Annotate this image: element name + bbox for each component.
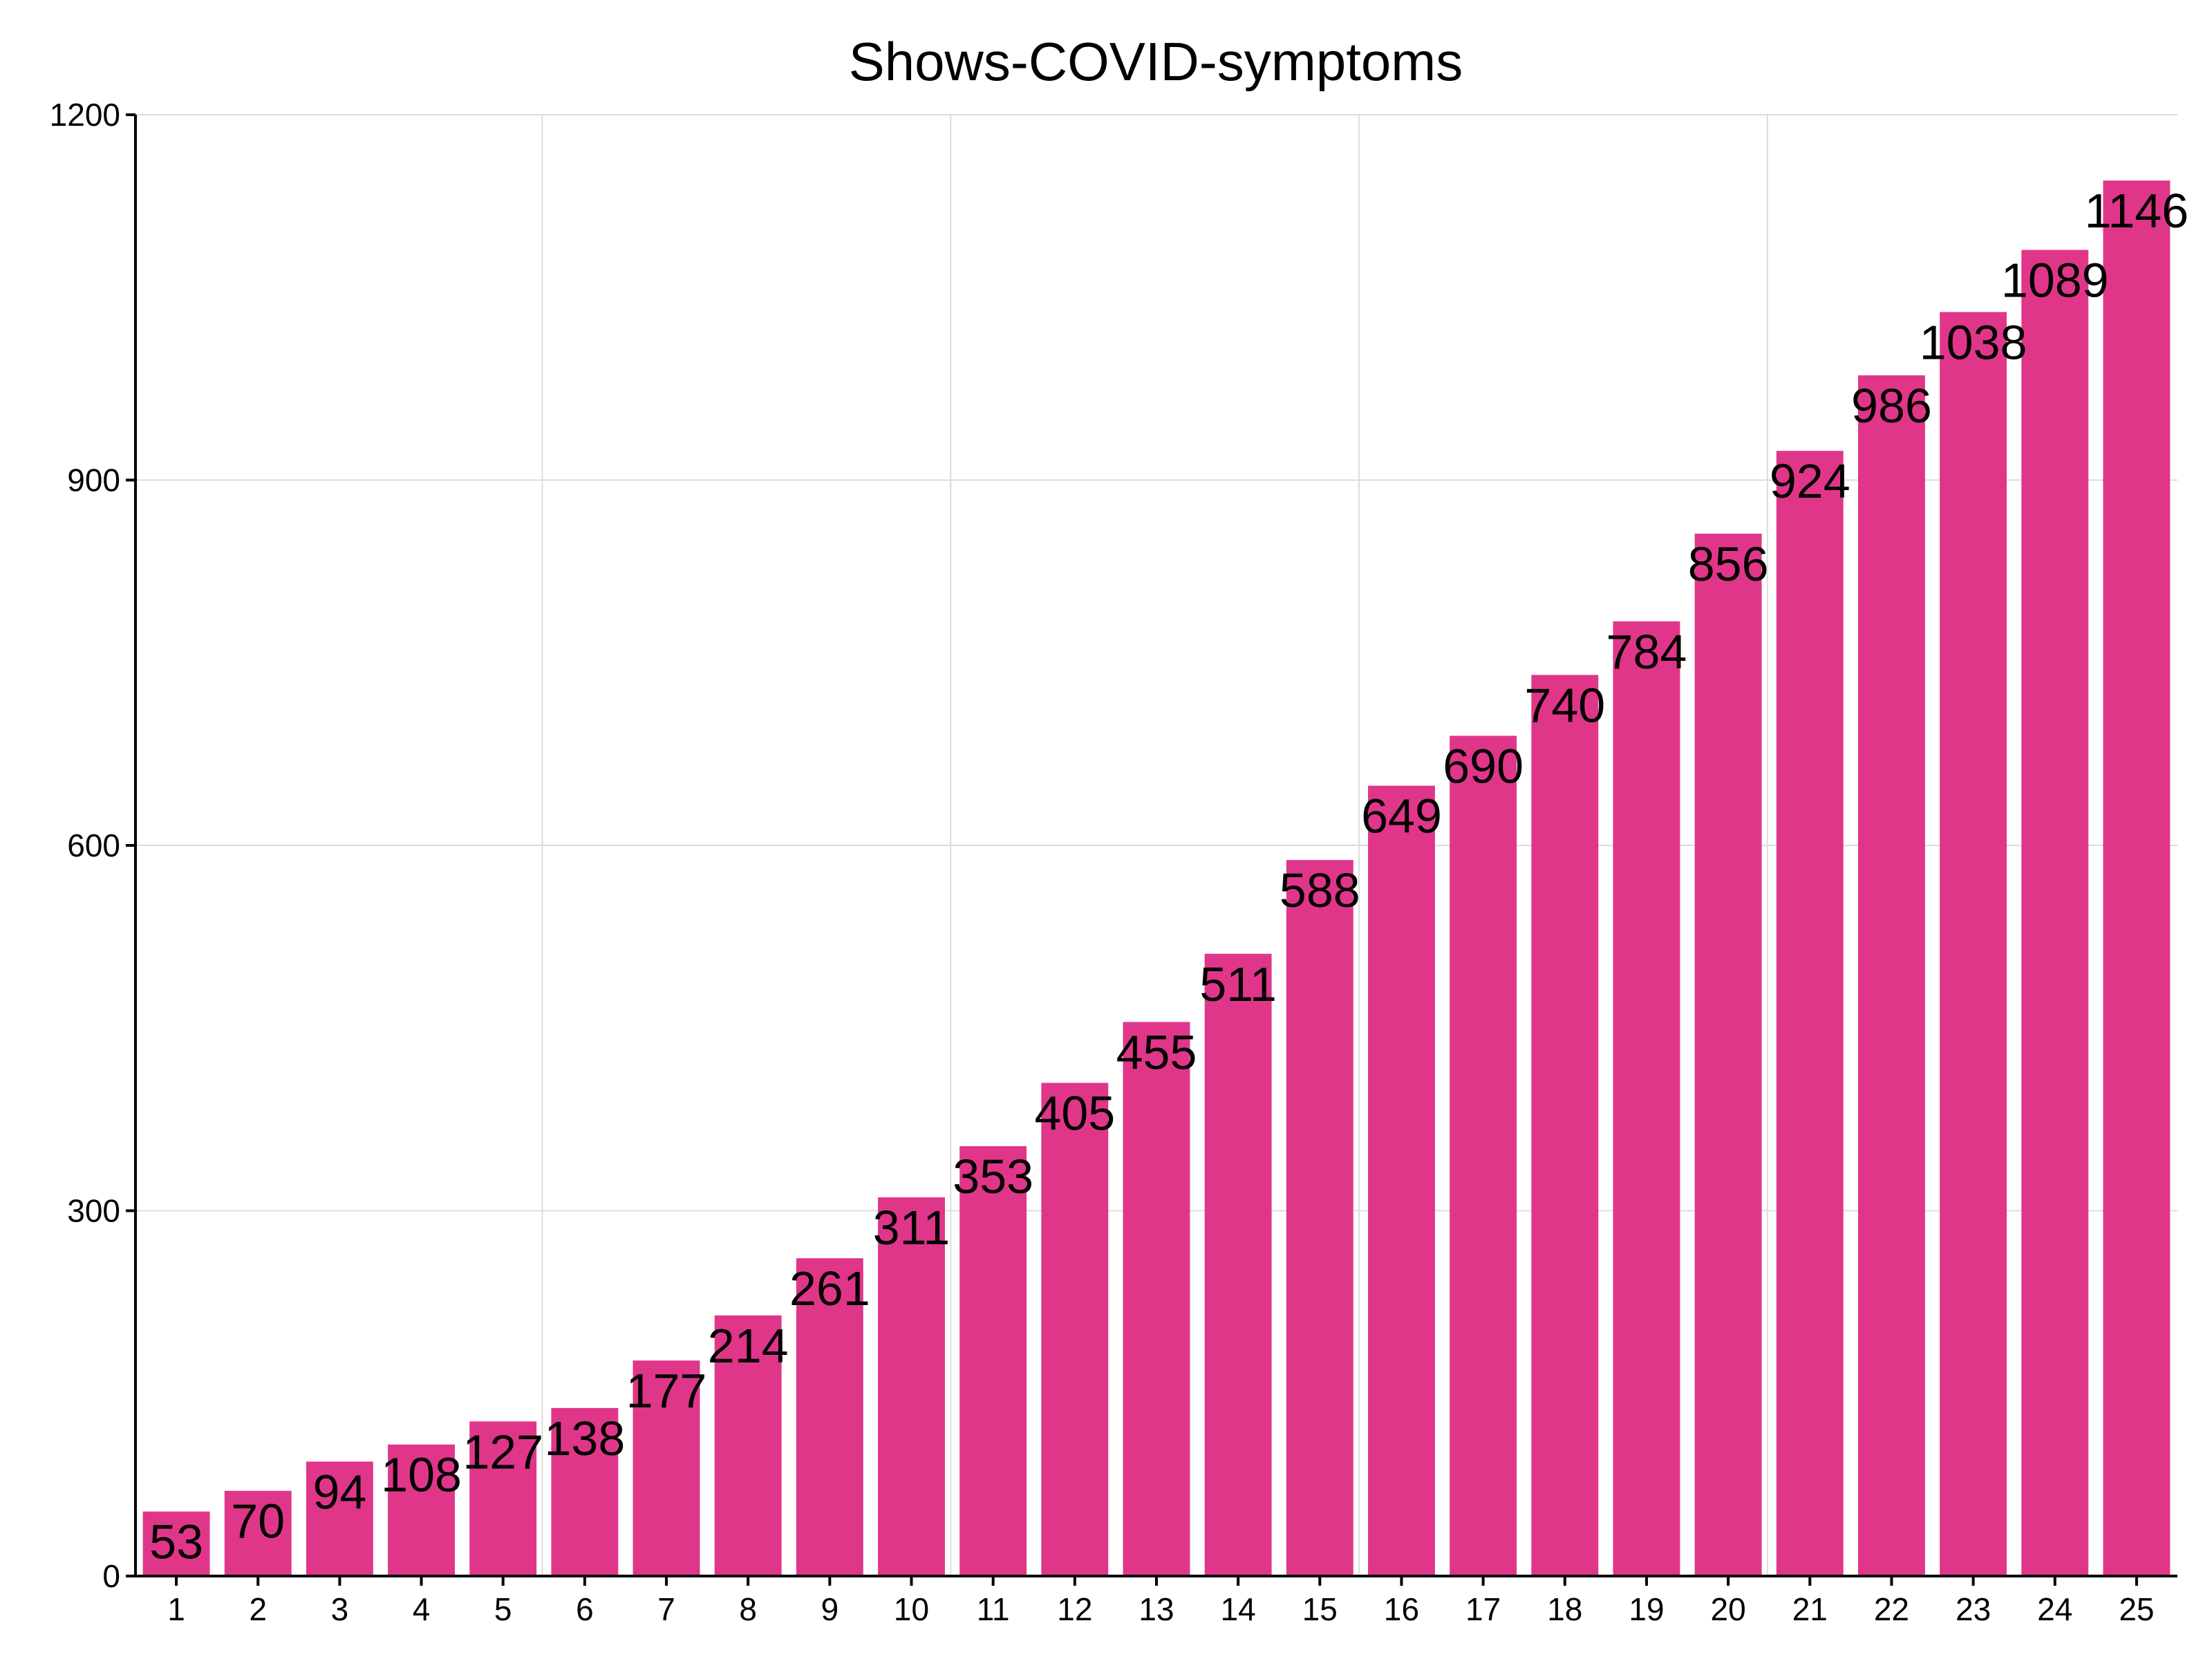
x-tick-label: 16 — [1384, 1591, 1419, 1627]
x-tick-label: 11 — [977, 1591, 1010, 1627]
x-tick-label: 12 — [1057, 1591, 1092, 1627]
bar — [1368, 785, 1435, 1576]
bar — [1694, 534, 1762, 1576]
data-label: 986 — [1851, 379, 1932, 433]
y-tick-label: 0 — [102, 1558, 120, 1594]
bar — [1450, 735, 1517, 1576]
bar — [1531, 675, 1599, 1576]
data-label: 177 — [626, 1364, 707, 1418]
x-tick-label: 13 — [1138, 1591, 1174, 1627]
data-label: 455 — [1116, 1025, 1197, 1079]
x-tick-label: 6 — [576, 1591, 594, 1627]
data-label: 94 — [312, 1465, 366, 1519]
x-tick-label: 25 — [2119, 1591, 2154, 1627]
y-tick-label: 900 — [67, 462, 120, 498]
data-label: 1146 — [2085, 184, 2189, 238]
data-label: 784 — [1606, 625, 1687, 679]
bar — [714, 1315, 782, 1576]
bar — [388, 1444, 456, 1576]
bar — [2021, 250, 2089, 1576]
bars-layer — [142, 180, 2171, 1577]
bar — [632, 1360, 700, 1576]
data-label: 690 — [1443, 739, 1524, 793]
x-tick-label: 22 — [1874, 1591, 1909, 1627]
x-tick-label: 10 — [894, 1591, 929, 1627]
x-tick-label: 4 — [413, 1591, 431, 1627]
data-label: 138 — [544, 1412, 625, 1465]
y-tick-label: 1200 — [50, 97, 120, 133]
bar — [551, 1407, 619, 1576]
data-label: 311 — [873, 1201, 950, 1255]
bar — [796, 1258, 863, 1576]
x-tick-label: 14 — [1221, 1591, 1256, 1627]
data-label: 740 — [1524, 678, 1605, 732]
data-label: 856 — [1688, 537, 1769, 591]
data-labels-layer: 53 70 94 108 127 1381772142613113534054555115… — [149, 184, 2188, 1569]
bar — [1204, 953, 1272, 1576]
bar — [469, 1421, 537, 1576]
x-tick-label: 21 — [1792, 1591, 1828, 1627]
bar — [224, 1490, 292, 1576]
bar — [142, 1511, 210, 1576]
x-tick-label: 17 — [1465, 1591, 1501, 1627]
x-tick-label: 9 — [821, 1591, 839, 1627]
x-tick-label: 8 — [739, 1591, 757, 1627]
data-label: 405 — [1034, 1087, 1115, 1141]
x-tick-label: 3 — [331, 1591, 349, 1627]
data-label: 108 — [381, 1448, 462, 1502]
data-label: 924 — [1770, 454, 1850, 508]
y-tick-label: 600 — [67, 827, 120, 863]
bar — [2103, 180, 2171, 1576]
x-tick-label: 18 — [1547, 1591, 1582, 1627]
data-label: 1089 — [2001, 254, 2109, 308]
y-tick-label: 300 — [67, 1193, 120, 1229]
bar — [1940, 312, 2007, 1576]
bar — [959, 1146, 1027, 1576]
x-tick-label: 5 — [494, 1591, 512, 1627]
bar — [878, 1197, 945, 1576]
grid-layer — [135, 114, 2177, 1577]
data-label: 511 — [1199, 957, 1277, 1011]
data-label: 1038 — [1920, 315, 2027, 369]
x-tick-label: 19 — [1629, 1591, 1664, 1627]
bar — [1286, 860, 1353, 1576]
data-label: 70 — [231, 1494, 285, 1548]
bar — [1857, 375, 1925, 1577]
data-label: 353 — [953, 1150, 1033, 1203]
bar — [306, 1461, 373, 1576]
bar — [1776, 451, 1844, 1576]
x-tick-label: 7 — [657, 1591, 675, 1627]
data-label: 649 — [1361, 789, 1442, 843]
x-tick-label: 15 — [1302, 1591, 1338, 1627]
data-label: 214 — [708, 1319, 789, 1373]
data-label: 127 — [462, 1425, 543, 1479]
bar — [1123, 1022, 1190, 1576]
chart-title: Shows-COVID-symptoms — [849, 31, 1463, 92]
data-label: 588 — [1280, 863, 1360, 917]
x-tick-label: 2 — [249, 1591, 267, 1627]
bar — [1041, 1082, 1109, 1576]
x-tick-label: 24 — [2037, 1591, 2072, 1627]
x-tick-label: 20 — [1711, 1591, 1746, 1627]
data-label: 53 — [149, 1515, 203, 1569]
x-tick-label: 23 — [1956, 1591, 1991, 1627]
bar — [1613, 621, 1680, 1577]
x-tick-label: 1 — [167, 1591, 185, 1627]
data-label: 261 — [789, 1262, 870, 1315]
